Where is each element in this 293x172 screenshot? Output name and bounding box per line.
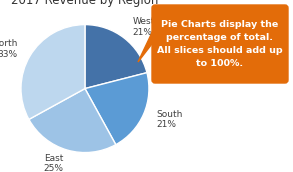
Wedge shape xyxy=(85,73,149,145)
Wedge shape xyxy=(85,25,147,89)
Text: North
33%: North 33% xyxy=(0,39,18,58)
Polygon shape xyxy=(138,20,158,62)
FancyBboxPatch shape xyxy=(152,5,288,83)
Text: West
21%: West 21% xyxy=(133,17,155,37)
Wedge shape xyxy=(21,25,85,119)
Text: East
25%: East 25% xyxy=(43,154,63,172)
Wedge shape xyxy=(29,89,116,153)
Title: 2017 Revenue by Region: 2017 Revenue by Region xyxy=(11,0,159,7)
Text: Pie Charts display the
percentage of total.
All slices should add up
to 100%.: Pie Charts display the percentage of tot… xyxy=(157,20,283,68)
Text: South
21%: South 21% xyxy=(157,110,183,129)
